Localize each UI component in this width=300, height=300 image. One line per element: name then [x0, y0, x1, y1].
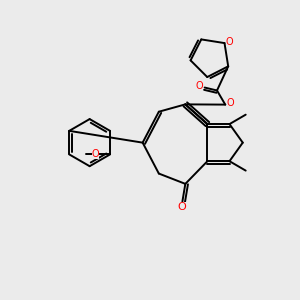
- Text: O: O: [196, 81, 203, 91]
- Text: O: O: [227, 98, 234, 108]
- Text: O: O: [226, 37, 233, 46]
- Text: O: O: [177, 202, 186, 212]
- Text: O: O: [92, 149, 99, 159]
